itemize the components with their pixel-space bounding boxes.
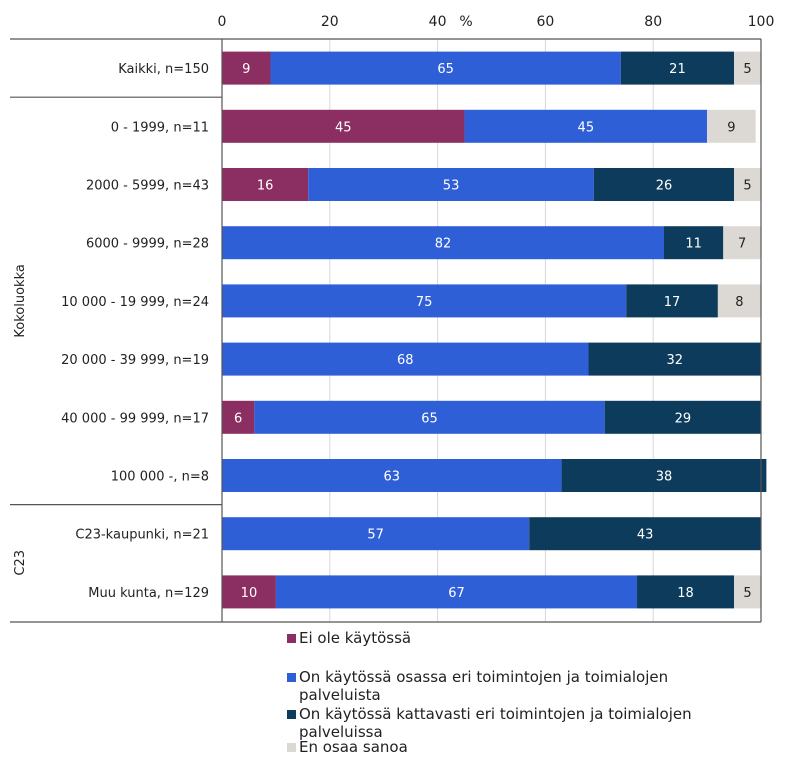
data-label: 9: [242, 62, 250, 77]
bar-segment: [222, 575, 276, 609]
row-label: 10 000 - 19 999, n=24: [61, 295, 209, 310]
x-tick-label: 80: [644, 14, 662, 30]
bar-segment: [222, 51, 271, 85]
legend-label: On käytössä kattavasti eri toimintojen j…: [299, 705, 692, 741]
bar-segment: [604, 400, 761, 434]
bar-segment: [593, 168, 735, 201]
x-axis-ticks: 0 20 40 60 80 100: [218, 14, 775, 30]
data-label: 67: [448, 586, 465, 601]
bar-segment: [464, 109, 708, 143]
x-tick-label: 0: [218, 14, 227, 30]
data-label: 32: [666, 353, 683, 368]
x-tick-label: 60: [536, 14, 554, 30]
data-label: 10: [241, 586, 258, 601]
row-label: Muu kunta, n=129: [88, 586, 209, 601]
data-label: 45: [335, 120, 352, 135]
data-label: 63: [384, 470, 401, 485]
bar-segment: [222, 109, 465, 143]
group-label: Kokoluokka: [13, 264, 28, 337]
data-label: 43: [637, 528, 654, 543]
row-label: Kaikki, n=150: [118, 62, 209, 77]
bar-segment: [529, 517, 761, 551]
legend-swatch: [287, 743, 296, 752]
bars-layer: 9 65 21 5 45 45 9 16 53 26 5 82 11 7 75 17 8 68 32 6 65 29 63 3…: [222, 51, 767, 609]
row-label: 6000 - 9999, n=28: [86, 237, 209, 252]
row-label: 40 000 - 99 999, n=17: [61, 411, 209, 426]
data-label: 6: [234, 411, 242, 426]
bar-segment: [626, 284, 718, 318]
data-label: 29: [675, 411, 692, 426]
x-tick-label: 100: [748, 14, 775, 30]
bar-segment: [620, 51, 735, 85]
data-label: 16: [257, 179, 274, 194]
legend-swatch: [287, 673, 296, 682]
bar-segment: [637, 575, 735, 609]
bar-segment: [222, 400, 255, 434]
bar-segment: [723, 226, 761, 260]
data-label: 5: [743, 62, 751, 77]
row-label: 2000 - 5999, n=43: [86, 179, 209, 194]
legend: Ei ole käytössä On käytössä osassa eri to…: [287, 629, 692, 756]
bar-segment: [707, 109, 756, 143]
data-label: 8: [735, 295, 743, 310]
bar-segment: [561, 459, 767, 492]
data-label: 75: [416, 295, 433, 310]
data-label: 82: [435, 237, 452, 252]
data-label: 17: [664, 295, 681, 310]
row-label: 100 000 -, n=8: [111, 470, 209, 485]
legend-label: On käytössä osassa eri toimintojen ja to…: [299, 668, 668, 704]
x-axis-unit-label: %: [459, 14, 472, 30]
data-label: 21: [669, 62, 686, 77]
bar-segment: [222, 517, 530, 551]
bar-segment: [734, 575, 761, 609]
data-label: 11: [685, 237, 702, 252]
bar-segment: [270, 51, 621, 85]
data-label: 65: [421, 411, 438, 426]
data-label: 53: [443, 179, 460, 194]
legend-label: Ei ole käytössä: [299, 629, 411, 647]
bar-segment: [254, 400, 605, 434]
x-tick-label: 20: [321, 14, 339, 30]
row-label: C23-kaupunki, n=21: [75, 528, 209, 543]
group-labels: Kokoluokka C23: [13, 264, 28, 575]
bar-segment: [717, 284, 761, 318]
bar-segment: [275, 575, 638, 609]
data-label: 9: [727, 120, 735, 135]
bar-segment: [663, 226, 724, 260]
row-label: 20 000 - 39 999, n=19: [61, 353, 209, 368]
data-label: 26: [656, 179, 673, 194]
bar-segment: [588, 342, 761, 376]
data-label: 5: [743, 179, 751, 194]
x-tick-label: 40: [429, 14, 447, 30]
bar-segment: [222, 459, 562, 492]
legend-swatch: [287, 710, 296, 719]
group-label: C23: [13, 550, 28, 576]
data-label: 65: [437, 62, 454, 77]
bar-segment: [222, 226, 664, 260]
bar-segment: [222, 342, 589, 376]
data-label: 57: [367, 528, 384, 543]
bar-segment: [308, 168, 594, 201]
bar-segment: [734, 168, 761, 201]
data-label: 68: [397, 353, 414, 368]
bar-segment: [222, 168, 309, 201]
data-label: 45: [578, 120, 595, 135]
row-labels: Kaikki, n=150 0 - 1999, n=11 2000 - 5999, …: [61, 62, 209, 601]
data-label: 5: [743, 586, 751, 601]
legend-swatch: [287, 634, 296, 643]
data-label: 18: [677, 586, 694, 601]
data-label: 7: [738, 237, 746, 252]
row-label: 0 - 1999, n=11: [111, 120, 209, 135]
bar-segment: [222, 284, 627, 318]
axis-frame: [10, 38, 762, 623]
legend-label: En osaa sanoa: [299, 738, 408, 756]
bar-segment: [734, 51, 761, 85]
data-label: 38: [656, 470, 673, 485]
